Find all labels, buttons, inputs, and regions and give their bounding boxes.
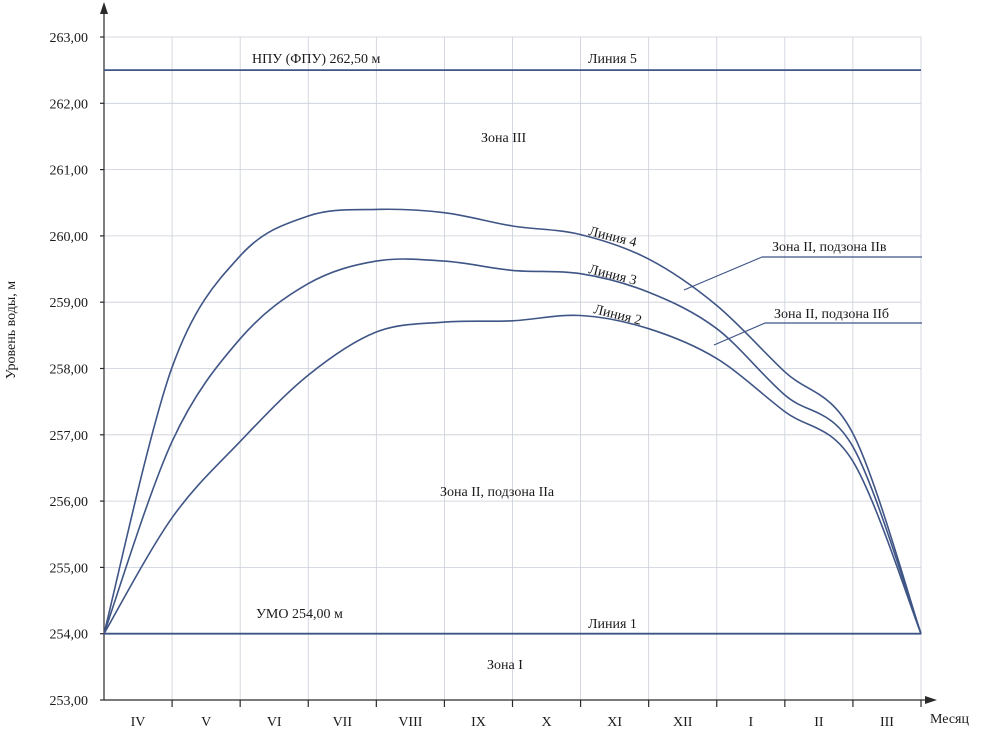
zone2b-label: Зона II, подзона IIб — [774, 307, 889, 322]
line2-label: Линия 2 — [592, 302, 643, 328]
line5-label: Линия 5 — [588, 52, 637, 67]
y-tick-label: 261,00 — [50, 164, 89, 179]
y-tick-label: 256,00 — [50, 495, 89, 510]
x-tick-label: XI — [607, 715, 622, 730]
y-tick-label: 260,00 — [50, 230, 89, 245]
zone2a-label: Зона II, подзона IIа — [440, 485, 555, 500]
line3-label: Линия 3 — [587, 262, 638, 288]
x-tick-label: VI — [267, 715, 282, 730]
x-tick-label: IX — [471, 715, 486, 730]
tick-labels: 253,00 254,00 255,00 256,00 257,00 258,00 259,… — [50, 31, 895, 730]
x-tick-label: IV — [131, 715, 146, 730]
x-tick-label: V — [201, 715, 211, 730]
y-tick-label: 253,00 — [50, 694, 89, 709]
series-line-4 — [103, 208, 922, 634]
x-tick-label: VIII — [398, 715, 422, 730]
series — [103, 69, 922, 635]
series-line-3 — [103, 258, 922, 634]
series-line-2 — [103, 314, 922, 635]
y-tick-label: 263,00 — [50, 31, 89, 46]
umo-label: УМО 254,00 м — [256, 607, 343, 622]
y-tick-label: 257,00 — [50, 429, 89, 444]
x-tick-label: X — [541, 715, 551, 730]
y-tick-label: 262,00 — [50, 97, 89, 112]
y-tick-label: 258,00 — [50, 363, 89, 378]
zone1-label: Зона I — [487, 658, 523, 673]
x-tick-label: I — [748, 715, 753, 730]
y-axis-arrow — [100, 2, 108, 14]
line4-label: Линия 4 — [587, 224, 638, 250]
zone2v-label: Зона II, подзона IIв — [772, 240, 887, 255]
x-tick-label: XII — [673, 715, 693, 730]
x-tick-label: II — [814, 715, 824, 730]
zone3-label: Зона III — [481, 131, 527, 146]
zone2v-leader — [683, 256, 763, 291]
npu-label: НПУ (ФПУ) 262,50 м — [252, 52, 381, 67]
x-tick-label: III — [880, 715, 894, 730]
x-tick-label: VII — [333, 715, 353, 730]
grid — [100, 36, 922, 707]
zone2b-leader — [713, 322, 766, 346]
x-axis-arrow — [925, 696, 937, 704]
line1-label: Линия 1 — [588, 617, 637, 632]
y-axis-label: Уровень воды, м — [4, 281, 19, 379]
x-axis-label: Месяц — [930, 712, 969, 727]
axes — [100, 2, 937, 704]
y-tick-label: 259,00 — [50, 296, 89, 311]
y-tick-label: 255,00 — [50, 561, 89, 576]
y-tick-label: 254,00 — [50, 628, 89, 643]
